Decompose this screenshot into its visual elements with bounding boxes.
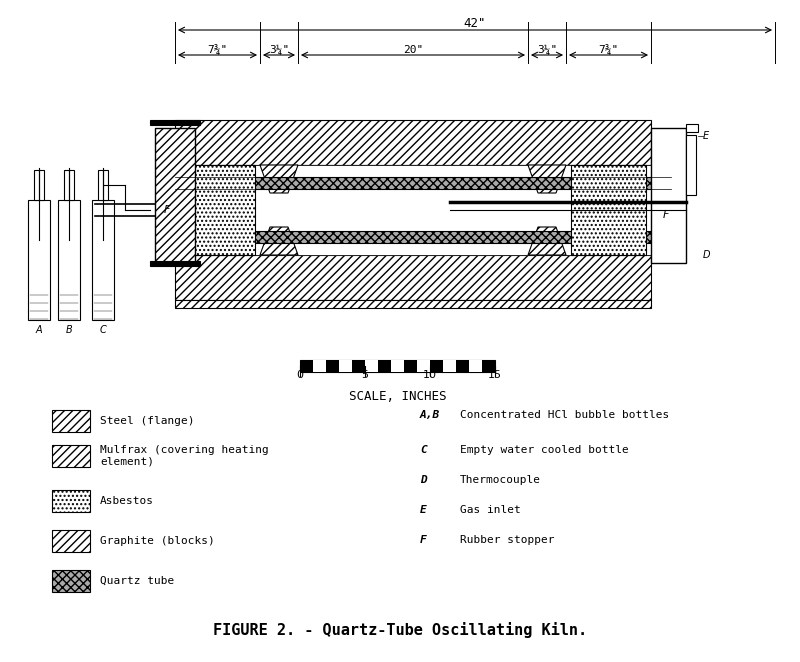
Bar: [92, 200, 114, 320]
Bar: [52, 490, 90, 512]
Text: 20": 20": [403, 45, 423, 55]
Bar: [58, 200, 80, 320]
Bar: [365, 360, 378, 372]
Bar: [52, 410, 90, 432]
Text: A,B: A,B: [420, 410, 440, 420]
Text: 7¾": 7¾": [598, 44, 618, 55]
Text: 5: 5: [362, 370, 369, 380]
Bar: [155, 128, 195, 263]
Bar: [417, 360, 430, 372]
Text: SCALE, INCHES: SCALE, INCHES: [349, 390, 446, 403]
Bar: [651, 128, 686, 263]
Text: E: E: [703, 131, 709, 141]
Text: E: E: [420, 505, 426, 515]
Text: B: B: [66, 325, 72, 335]
Polygon shape: [260, 227, 298, 255]
Text: Steel (flange): Steel (flange): [100, 416, 194, 426]
Bar: [150, 261, 200, 266]
Polygon shape: [528, 165, 566, 193]
Text: Asbestos: Asbestos: [100, 496, 154, 506]
Bar: [98, 170, 108, 200]
Bar: [469, 360, 482, 372]
Polygon shape: [528, 227, 566, 255]
Bar: [175, 177, 671, 189]
Text: Rubber stopper: Rubber stopper: [460, 535, 554, 545]
Bar: [175, 300, 651, 308]
Bar: [150, 120, 200, 125]
Bar: [52, 570, 90, 592]
Text: Empty water cooled bottle: Empty water cooled bottle: [460, 445, 629, 455]
Bar: [175, 165, 651, 255]
Text: 3¼": 3¼": [269, 45, 289, 55]
Text: 10: 10: [423, 370, 437, 380]
Bar: [64, 170, 74, 200]
Text: Concentrated HCl bubble bottles: Concentrated HCl bubble bottles: [460, 410, 670, 420]
Bar: [300, 360, 495, 372]
Bar: [571, 165, 646, 255]
Text: C: C: [420, 445, 426, 455]
Text: 7¾": 7¾": [207, 44, 228, 55]
Bar: [28, 200, 50, 320]
Text: Gas inlet: Gas inlet: [460, 505, 521, 515]
Bar: [175, 255, 651, 300]
Text: A: A: [36, 325, 42, 335]
Bar: [34, 170, 44, 200]
Bar: [443, 360, 456, 372]
Text: Mulfrax (covering heating
element): Mulfrax (covering heating element): [100, 446, 269, 467]
Bar: [175, 165, 255, 255]
Bar: [52, 530, 90, 552]
Bar: [175, 165, 651, 173]
Text: Quartz tube: Quartz tube: [100, 576, 174, 586]
Bar: [391, 360, 404, 372]
Bar: [686, 135, 696, 195]
Text: 0: 0: [297, 370, 303, 380]
Text: F: F: [663, 210, 669, 220]
Text: Graphite (blocks): Graphite (blocks): [100, 536, 214, 546]
Bar: [686, 124, 698, 132]
Bar: [175, 120, 651, 165]
Text: D: D: [420, 475, 426, 485]
Text: Thermocouple: Thermocouple: [460, 475, 541, 485]
Text: C: C: [100, 325, 106, 335]
Text: 42": 42": [464, 17, 486, 30]
Text: 3¼": 3¼": [537, 45, 557, 55]
Text: D: D: [703, 250, 710, 260]
Text: 15: 15: [488, 370, 502, 380]
Bar: [175, 231, 671, 243]
Bar: [339, 360, 352, 372]
Bar: [52, 445, 90, 467]
Bar: [313, 360, 326, 372]
Text: F: F: [164, 205, 170, 215]
Text: F: F: [420, 535, 426, 545]
Text: FIGURE 2. - Quartz-Tube Oscillating Kiln.: FIGURE 2. - Quartz-Tube Oscillating Kiln…: [213, 622, 587, 638]
Polygon shape: [260, 165, 298, 193]
